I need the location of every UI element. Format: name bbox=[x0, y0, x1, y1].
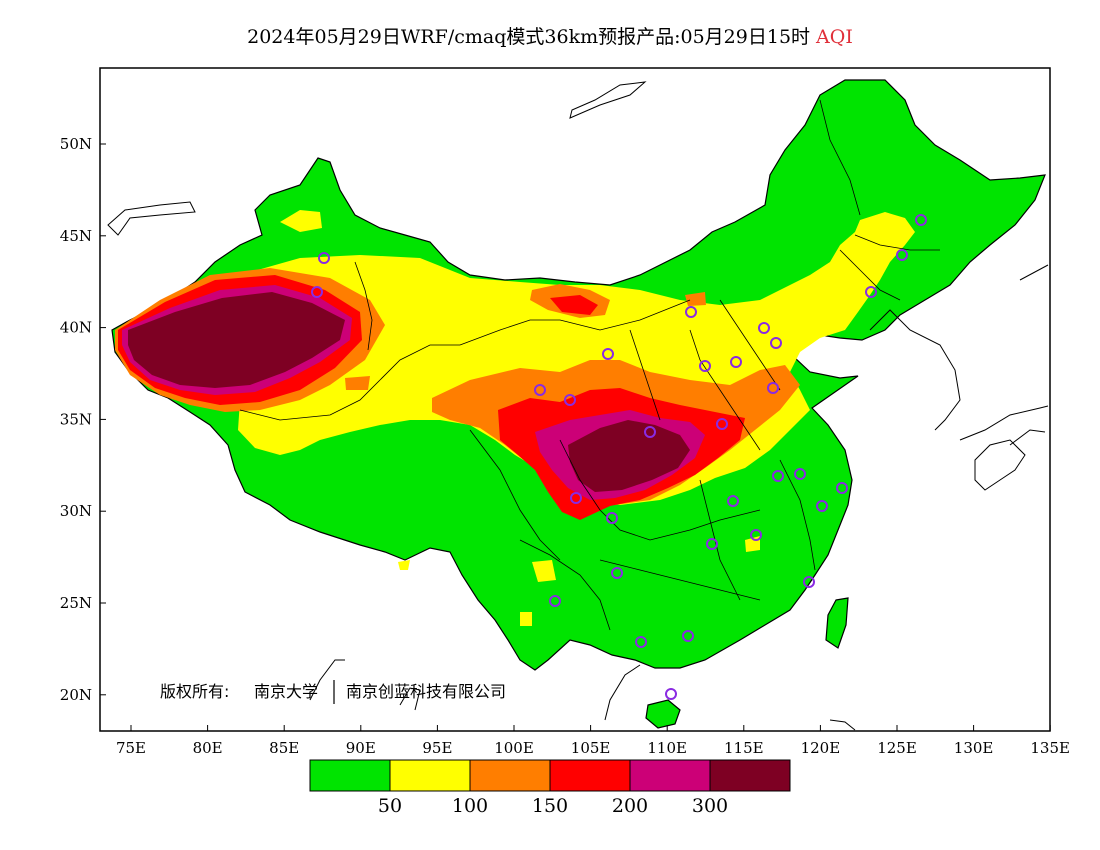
station-marker bbox=[727, 495, 739, 507]
title-variable: AQI bbox=[816, 26, 853, 48]
station-marker bbox=[611, 567, 623, 579]
map-content bbox=[107, 79, 1049, 731]
station-marker bbox=[682, 630, 694, 642]
station-marker bbox=[318, 252, 330, 264]
lon-tick-label: 130E bbox=[954, 739, 994, 757]
station-marker bbox=[549, 595, 561, 607]
aqi-colorbar: 50 100 150 200 300 bbox=[309, 759, 791, 817]
station-marker bbox=[635, 636, 647, 648]
lon-tick-label: 105E bbox=[571, 739, 611, 757]
station-marker bbox=[570, 492, 582, 504]
station-marker bbox=[772, 470, 784, 482]
station-marker bbox=[915, 214, 927, 226]
lon-tick-label: 100E bbox=[494, 739, 534, 757]
lon-tick-label: 80E bbox=[193, 739, 223, 757]
colorbar-label: 100 bbox=[452, 795, 488, 817]
station-marker bbox=[602, 348, 614, 360]
station-marker bbox=[665, 688, 677, 700]
station-marker bbox=[644, 426, 656, 438]
station-marker bbox=[534, 384, 546, 396]
station-marker bbox=[606, 512, 618, 524]
station-marker bbox=[794, 468, 806, 480]
lon-tick-label: 120E bbox=[801, 739, 841, 757]
station-marker bbox=[730, 356, 742, 368]
station-marker bbox=[311, 286, 323, 298]
station-marker bbox=[865, 286, 877, 298]
station-marker bbox=[699, 360, 711, 372]
lat-tick-label: 25N bbox=[60, 594, 92, 612]
colorbar-label: 300 bbox=[692, 795, 728, 817]
colorbar-label: 200 bbox=[612, 795, 648, 817]
station-marker bbox=[564, 394, 576, 406]
station-marker bbox=[758, 322, 770, 334]
lat-tick-label: 20N bbox=[60, 686, 92, 704]
lon-tick-label: 90E bbox=[346, 739, 376, 757]
lat-tick-label: 40N bbox=[60, 319, 92, 337]
lon-tick-label: 125E bbox=[877, 739, 917, 757]
lat-tick-label: 50N bbox=[60, 135, 92, 153]
station-markers bbox=[311, 214, 927, 700]
copyright-owner-1: 南京大学 bbox=[254, 682, 318, 701]
copyright-label: 版权所有: bbox=[160, 682, 229, 701]
lat-tick-label: 45N bbox=[60, 227, 92, 245]
colorbar-swatch bbox=[709, 759, 791, 792]
colorbar-swatch bbox=[549, 759, 631, 792]
station-marker bbox=[685, 306, 697, 318]
colorbar-swatch bbox=[629, 759, 711, 792]
station-marker bbox=[706, 538, 718, 550]
station-marker bbox=[896, 249, 908, 261]
colorbar-swatch bbox=[309, 759, 391, 792]
copyright-note: 版权所有: 南京大学 南京创蓝科技有限公司 bbox=[160, 680, 506, 704]
lat-tick-label: 30N bbox=[60, 502, 92, 520]
aqi-zone-hazardous bbox=[128, 292, 690, 492]
station-marker bbox=[803, 576, 815, 588]
copyright-owner-2: 南京创蓝科技有限公司 bbox=[346, 682, 506, 701]
station-marker bbox=[836, 482, 848, 494]
lon-tick-label: 75E bbox=[116, 739, 146, 757]
lon-tick-label: 115E bbox=[724, 739, 764, 757]
neighbor-coastlines bbox=[107, 81, 1049, 731]
station-marker bbox=[716, 418, 728, 430]
title-main: 2024年05月29日WRF/cmaq模式36km预报产品:05月29日15时 bbox=[247, 26, 811, 48]
lon-tick-label: 135E bbox=[1030, 739, 1070, 757]
map-title: 2024年05月29日WRF/cmaq模式36km预报产品:05月29日15时 A… bbox=[0, 22, 1100, 49]
lat-tick-label: 35N bbox=[60, 410, 92, 428]
station-marker bbox=[767, 382, 779, 394]
lon-tick-label: 95E bbox=[422, 739, 452, 757]
station-marker bbox=[816, 500, 828, 512]
lon-tick-label: 110E bbox=[647, 739, 687, 757]
taiwan-island bbox=[825, 597, 849, 649]
colorbar-label: 150 bbox=[532, 795, 568, 817]
province-boundaries bbox=[239, 99, 940, 631]
lon-tick-label: 85E bbox=[269, 739, 299, 757]
colorbar-swatch bbox=[469, 759, 551, 792]
colorbar-swatch bbox=[389, 759, 471, 792]
colorbar-label: 50 bbox=[378, 795, 402, 817]
lat-axis: 50N 45N 40N 35N 30N 25N 20N bbox=[60, 135, 106, 704]
station-marker bbox=[750, 529, 762, 541]
station-marker bbox=[770, 337, 782, 349]
hainan-island bbox=[645, 699, 681, 729]
lon-axis: 75E 80E 85E 90E 95E 100E 105E 110E 115E 120E 125E 1… bbox=[116, 725, 1070, 757]
